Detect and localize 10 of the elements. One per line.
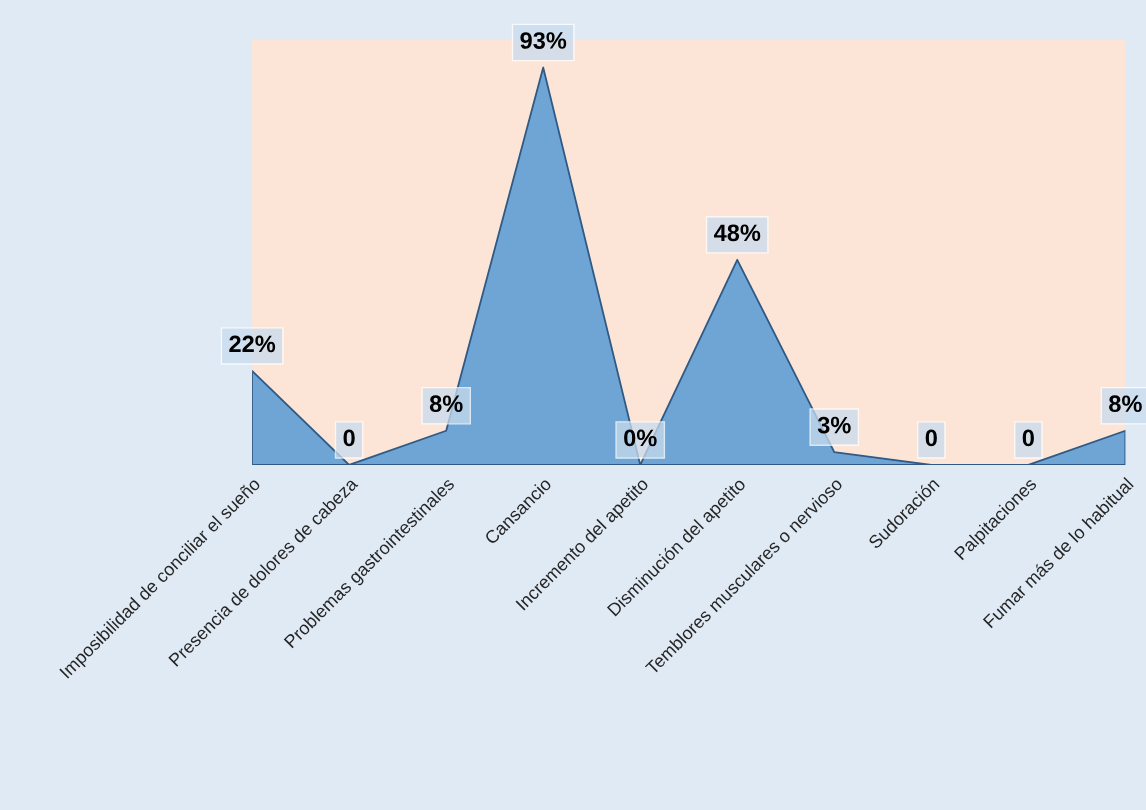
data-label: 0 bbox=[925, 429, 937, 447]
data-label: 22% bbox=[229, 335, 276, 353]
data-label: 0 bbox=[343, 429, 355, 447]
data-label: 8% bbox=[1109, 395, 1142, 413]
data-label: 3% bbox=[817, 416, 851, 434]
data-label: 93% bbox=[520, 32, 567, 49]
data-label: 0 bbox=[1022, 429, 1034, 447]
data-label: 48% bbox=[713, 224, 761, 242]
data-label: 0% bbox=[624, 429, 657, 447]
data-label: 8% bbox=[429, 395, 463, 413]
